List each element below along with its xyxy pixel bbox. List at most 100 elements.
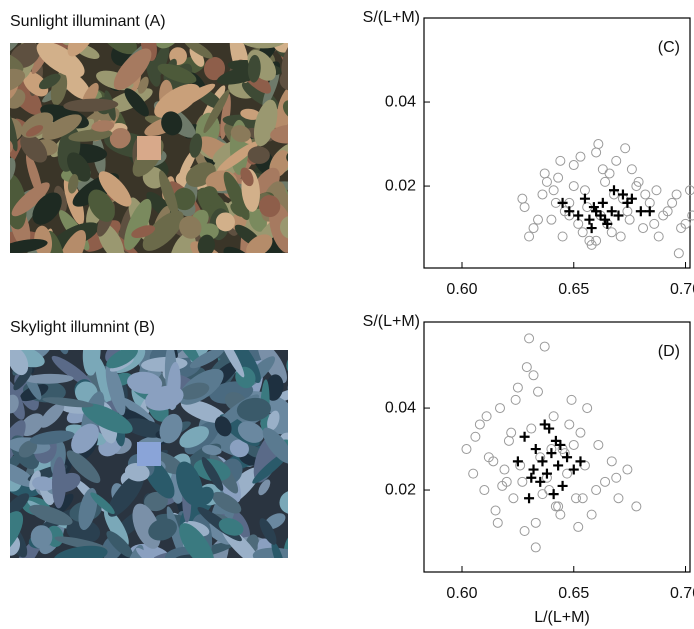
circle-marker: [593, 139, 604, 150]
patch: [10, 173, 27, 230]
patch: [13, 366, 33, 391]
circle-marker: [533, 386, 543, 397]
circle-marker: [524, 333, 535, 344]
patch: [24, 373, 74, 384]
patch: [279, 490, 288, 515]
patch: [66, 450, 101, 484]
circle-marker: [604, 168, 615, 179]
patch: [127, 371, 163, 394]
patch: [99, 43, 137, 55]
patch: [137, 76, 149, 94]
circle-marker: [537, 189, 548, 200]
y-tick-label: 0.04: [385, 399, 416, 416]
patch: [10, 157, 16, 183]
patch: [214, 416, 232, 437]
patch: [267, 410, 280, 431]
patch: [19, 413, 44, 437]
plus-marker: [528, 464, 539, 475]
patch: [0, 230, 7, 259]
patch: [218, 350, 245, 378]
patch: [123, 544, 144, 558]
patch: [10, 511, 24, 558]
circle-marker: [488, 456, 499, 467]
patch: [212, 491, 242, 514]
circle-marker: [577, 493, 588, 504]
plus-marker: [584, 214, 595, 225]
patch: [173, 187, 196, 211]
circle-marker: [474, 419, 485, 430]
circle-marker: [640, 189, 651, 200]
circle-marker: [611, 472, 622, 483]
patch: [282, 100, 288, 120]
circle-marker: [526, 423, 537, 434]
patch: [42, 114, 82, 140]
patch: [217, 141, 259, 173]
circle-marker: [597, 164, 608, 175]
patch: [109, 127, 131, 149]
circle-marker: [658, 210, 669, 221]
circle-marker: [524, 231, 535, 242]
plus-marker: [644, 206, 655, 217]
circle-marker: [626, 164, 637, 175]
patch: [10, 112, 18, 152]
patch: [135, 547, 164, 558]
x-tick-label: 0.70: [670, 281, 694, 298]
plus-marker: [609, 185, 619, 196]
patch: [68, 129, 113, 142]
patch: [194, 486, 214, 506]
plus-marker: [526, 472, 537, 483]
patch: [63, 98, 119, 112]
circle-marker: [591, 485, 602, 496]
plus-marker: [537, 456, 548, 467]
patch: [279, 215, 288, 239]
circle-marker: [492, 517, 503, 528]
patch: [67, 43, 99, 57]
plus-marker: [530, 444, 541, 455]
patch: [259, 518, 277, 545]
plus-marker: [519, 431, 530, 442]
patch: [58, 68, 91, 100]
patch: [258, 195, 281, 218]
plus-marker: [579, 193, 590, 204]
patch: [51, 456, 67, 509]
patch: [10, 461, 36, 488]
circle-marker: [673, 248, 684, 259]
patch: [53, 545, 108, 558]
circle-marker: [537, 489, 548, 500]
patch: [36, 43, 85, 78]
circle-marker: [615, 231, 626, 242]
patch: [32, 476, 55, 491]
x-tick-label: 0.65: [558, 585, 589, 602]
patch: [38, 73, 61, 90]
patch: [123, 418, 166, 438]
circle-marker: [512, 382, 523, 393]
x-tick-label: 0.60: [446, 585, 477, 602]
patch: [32, 192, 62, 225]
circle-marker: [566, 394, 577, 405]
patch: [90, 492, 115, 515]
plus-marker: [586, 223, 597, 234]
patch: [10, 534, 21, 556]
circle-marker: [499, 464, 510, 475]
patch: [247, 54, 261, 83]
circle-marker: [506, 427, 517, 438]
circle-marker: [461, 444, 472, 455]
plus-marker: [568, 464, 579, 475]
panel-label: (C): [658, 39, 680, 56]
patch: [247, 146, 270, 164]
patch: [10, 51, 24, 74]
plus-marker: [597, 197, 608, 208]
patch: [236, 397, 271, 422]
center-square: [137, 136, 161, 160]
patch: [157, 63, 197, 84]
circle-marker: [573, 521, 584, 532]
y-axis-label: S/(L+M): [363, 313, 420, 330]
circle-marker: [481, 411, 492, 422]
circle-marker: [671, 189, 682, 200]
circle-marker: [550, 501, 561, 512]
patch: [105, 363, 126, 416]
patch: [142, 210, 184, 251]
plus-marker: [555, 439, 566, 450]
patch: [190, 350, 220, 363]
circle-marker: [568, 439, 579, 450]
